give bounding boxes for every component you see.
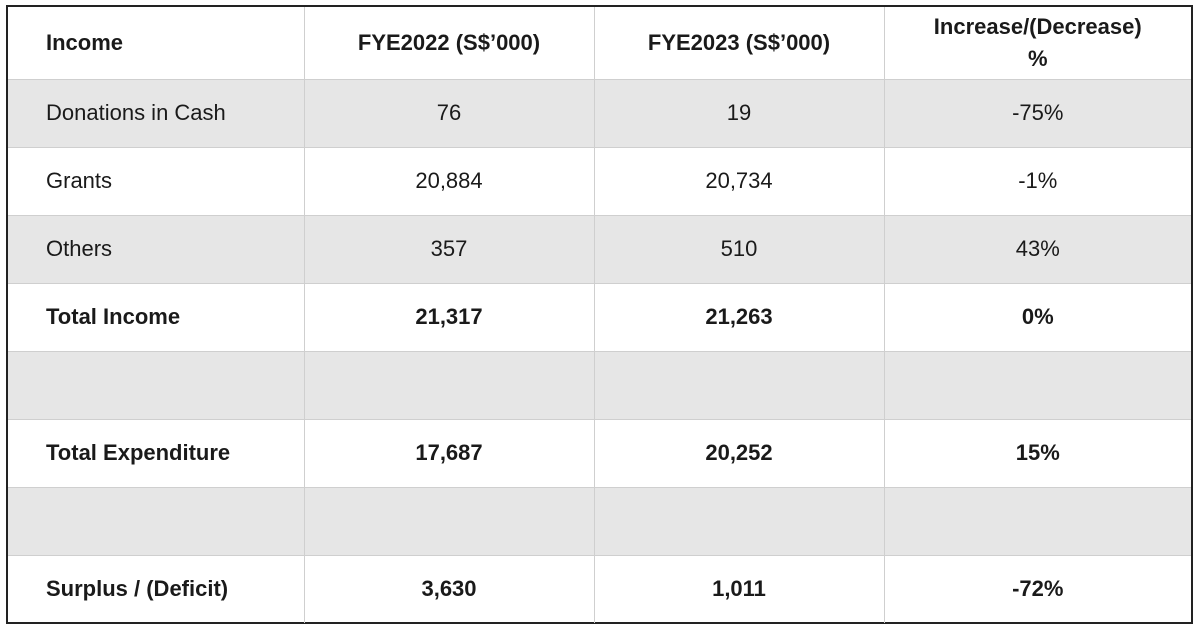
row-label: Grants (8, 146, 304, 215)
header-fye2023: FYE2023 (S$’000) (593, 7, 884, 79)
row-label: Donations in Cash (8, 78, 304, 147)
row-label: Others (8, 214, 304, 283)
header-change-label: Increase/(Decrease) (933, 13, 1142, 39)
row-label: Surplus / (Deficit) (8, 554, 304, 623)
cell-change: -75% (883, 78, 1191, 147)
cell-fye2022 (303, 350, 594, 419)
table-body: Donations in Cash 76 19 -75% Grants 20,8… (8, 78, 1191, 623)
cell-change (883, 350, 1191, 419)
row-label: Total Expenditure (8, 418, 304, 487)
cell-fye2022: 357 (303, 214, 594, 283)
cell-fye2023: 19 (593, 78, 884, 147)
cell-fye2023: 21,263 (593, 282, 884, 351)
financial-summary-table-frame: Income FYE2022 (S$’000) FYE2023 (S$’000)… (6, 5, 1193, 624)
table-row-surplus-deficit: Surplus / (Deficit) 3,630 1,011 -72% (8, 554, 1191, 623)
cell-fye2022 (303, 486, 594, 555)
header-change: Increase/(Decrease) % (883, 7, 1191, 79)
table-row-spacer (8, 350, 1191, 419)
cell-change: 43% (883, 214, 1191, 283)
cell-fye2022: 76 (303, 78, 594, 147)
row-label (8, 486, 304, 555)
cell-fye2022: 17,687 (303, 418, 594, 487)
table-row-spacer (8, 486, 1191, 555)
table-row-others: Others 357 510 43% (8, 214, 1191, 283)
cell-change: -72% (883, 554, 1191, 623)
cell-fye2023: 20,252 (593, 418, 884, 487)
header-row: Income FYE2022 (S$’000) FYE2023 (S$’000)… (8, 7, 1191, 79)
cell-fye2022: 3,630 (303, 554, 594, 623)
cell-fye2023 (593, 486, 884, 555)
cell-fye2022: 21,317 (303, 282, 594, 351)
table-row-total-income: Total Income 21,317 21,263 0% (8, 282, 1191, 351)
header-change-unit: % (1027, 45, 1048, 71)
cell-change: 0% (883, 282, 1191, 351)
cell-fye2022: 20,884 (303, 146, 594, 215)
cell-fye2023 (593, 350, 884, 419)
cell-change (883, 486, 1191, 555)
row-label: Total Income (8, 282, 304, 351)
table-row-total-expenditure: Total Expenditure 17,687 20,252 15% (8, 418, 1191, 487)
cell-change: -1% (883, 146, 1191, 215)
row-label (8, 350, 304, 419)
cell-fye2023: 20,734 (593, 146, 884, 215)
cell-fye2023: 510 (593, 214, 884, 283)
header-income: Income (46, 29, 124, 55)
financial-summary-table: Income FYE2022 (S$’000) FYE2023 (S$’000)… (8, 7, 1191, 623)
cell-fye2023: 1,011 (593, 554, 884, 623)
table-row-grants: Grants 20,884 20,734 -1% (8, 146, 1191, 215)
cell-change: 15% (883, 418, 1191, 487)
table-row-donations: Donations in Cash 76 19 -75% (8, 78, 1191, 147)
table-header: Income FYE2022 (S$’000) FYE2023 (S$’000)… (8, 7, 1191, 79)
header-fye2022: FYE2022 (S$’000) (303, 7, 594, 79)
